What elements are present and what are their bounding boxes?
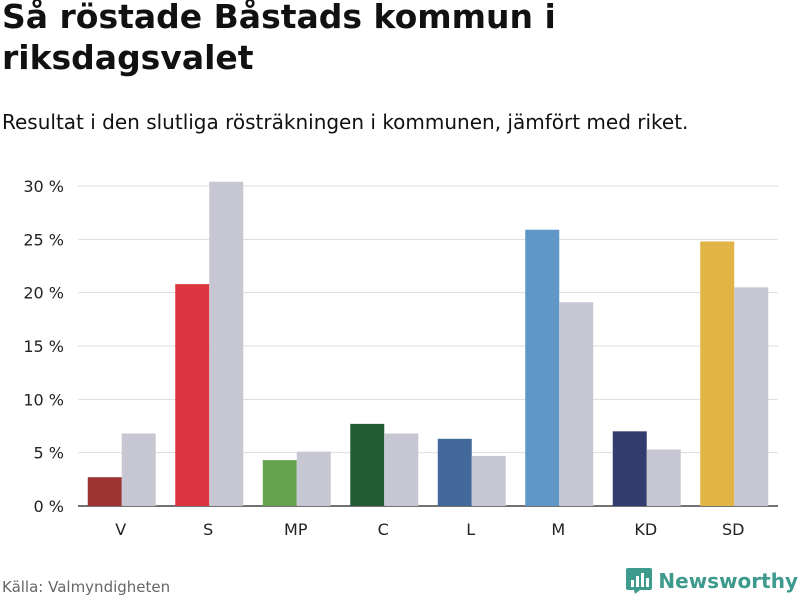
x-tick-label: C [378,520,389,539]
x-tick-label: L [466,520,475,539]
bar-riket-v [121,433,156,506]
bar-kommun-l [437,438,472,506]
brand-logo: Newsworthy [626,568,798,594]
y-tick-label: 10 % [23,390,64,409]
bar-chart-logo-icon [626,568,653,594]
y-tick-label: 5 % [34,444,64,463]
bar-riket-s [209,181,244,506]
bar-kommun-s [175,284,210,506]
bar-chart: 0 % 5 % 10 % 15 % 20 % 25 % 30 % V S MP C L M KD SD [23,177,778,539]
y-tick-label: 15 % [23,337,64,356]
x-tick-label: V [115,520,126,539]
x-tick-label: S [203,520,213,539]
bar-riket-sd [734,287,769,506]
chart-subtitle: Resultat i den slutliga rösträkningen i … [2,110,689,134]
bar-kommun-sd [700,241,735,506]
x-tick-label: SD [722,520,744,539]
bar-kommun-v [87,477,122,506]
bar-kommun-c [350,423,385,506]
x-tick-label: MP [284,520,308,539]
bar-riket-l [471,455,506,506]
bar-riket-mp [296,451,331,506]
bar-kommun-kd [612,431,647,506]
y-tick-label: 0 % [34,497,64,516]
bar-riket-c [384,433,419,506]
bar-riket-m [559,302,594,506]
bar-riket-kd [646,449,681,506]
source-note: Källa: Valmyndigheten [2,578,171,596]
x-tick-label: M [551,520,565,539]
y-tick-label: 20 % [23,284,64,303]
bar-kommun-mp [262,460,297,506]
y-tick-label: 25 % [23,230,64,249]
y-tick-label: 30 % [23,177,64,196]
bar-kommun-m [525,229,560,506]
x-tick-label: KD [634,520,657,539]
chart-title: Så röstade Båstads kommun i riksdagsvale… [2,0,556,77]
brand-name: Newsworthy [658,569,798,593]
